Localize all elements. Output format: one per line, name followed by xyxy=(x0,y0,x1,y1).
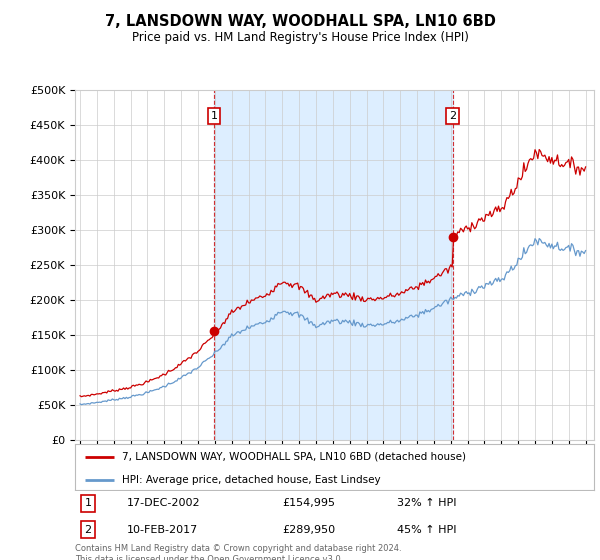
Text: 2: 2 xyxy=(449,111,456,121)
Bar xyxy=(214,90,452,440)
Text: 32% ↑ HPI: 32% ↑ HPI xyxy=(397,498,456,508)
Text: 7, LANSDOWN WAY, WOODHALL SPA, LN10 6BD: 7, LANSDOWN WAY, WOODHALL SPA, LN10 6BD xyxy=(104,14,496,29)
Text: £154,995: £154,995 xyxy=(283,498,335,508)
Text: 10-FEB-2017: 10-FEB-2017 xyxy=(127,525,198,535)
Text: 2: 2 xyxy=(85,525,92,535)
Text: Contains HM Land Registry data © Crown copyright and database right 2024.
This d: Contains HM Land Registry data © Crown c… xyxy=(75,544,401,560)
Text: 1: 1 xyxy=(211,111,218,121)
Text: Price paid vs. HM Land Registry's House Price Index (HPI): Price paid vs. HM Land Registry's House … xyxy=(131,31,469,44)
Text: 17-DEC-2002: 17-DEC-2002 xyxy=(127,498,200,508)
Text: £289,950: £289,950 xyxy=(283,525,336,535)
Text: HPI: Average price, detached house, East Lindsey: HPI: Average price, detached house, East… xyxy=(122,475,380,485)
Text: 7, LANSDOWN WAY, WOODHALL SPA, LN10 6BD (detached house): 7, LANSDOWN WAY, WOODHALL SPA, LN10 6BD … xyxy=(122,452,466,462)
Text: 1: 1 xyxy=(85,498,91,508)
Text: 45% ↑ HPI: 45% ↑ HPI xyxy=(397,525,456,535)
